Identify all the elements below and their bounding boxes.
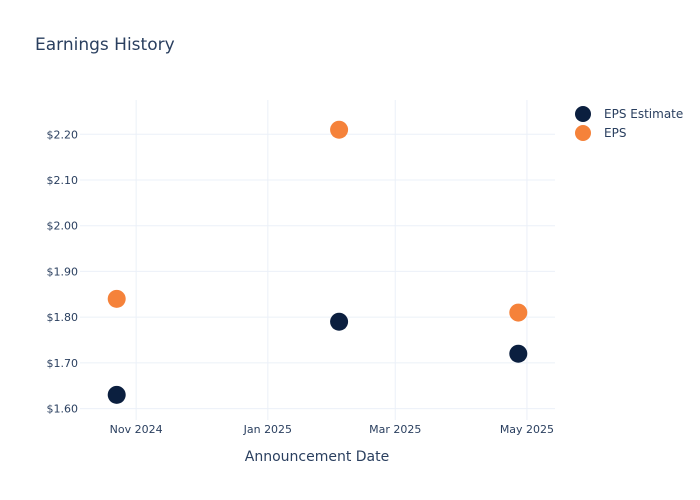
- y-tick-label: $1.60: [47, 403, 79, 416]
- legend-marker: [575, 125, 591, 141]
- y-tick-label: $1.90: [47, 265, 79, 278]
- x-tick-label: Nov 2024: [110, 423, 163, 436]
- y-tick-label: $2.20: [47, 128, 79, 141]
- legend-marker: [575, 106, 591, 122]
- y-tick-label: $2.10: [47, 174, 79, 187]
- legend-item[interactable]: EPS: [575, 125, 626, 141]
- data-point[interactable]: [107, 385, 126, 404]
- legend[interactable]: EPS Estimate EPS: [575, 106, 683, 141]
- y-tick-label: $1.70: [47, 357, 79, 370]
- data-point[interactable]: [509, 303, 528, 322]
- x-tick-label: May 2025: [500, 423, 554, 436]
- data-point[interactable]: [330, 312, 349, 331]
- grid-layer: [80, 100, 555, 420]
- x-axis-title: Announcement Date: [245, 449, 389, 465]
- data-point[interactable]: [107, 289, 126, 308]
- axis-layer: $1.60 $1.70 $1.80 $1.90 $2.00 $2.10 $2.20 Nov 2…: [47, 128, 555, 436]
- y-tick-label: $1.80: [47, 311, 79, 324]
- x-tick-label: Mar 2025: [369, 423, 421, 436]
- points-layer: [107, 120, 528, 404]
- chart-title: Earnings History: [35, 35, 175, 55]
- x-tick-label: Jan 2025: [243, 423, 292, 436]
- data-point[interactable]: [509, 344, 528, 363]
- y-tick-label: $2.00: [47, 220, 79, 233]
- legend-label: EPS: [604, 126, 626, 140]
- data-point[interactable]: [330, 120, 349, 139]
- legend-label: EPS Estimate: [604, 107, 683, 121]
- legend-item[interactable]: EPS Estimate: [575, 106, 683, 122]
